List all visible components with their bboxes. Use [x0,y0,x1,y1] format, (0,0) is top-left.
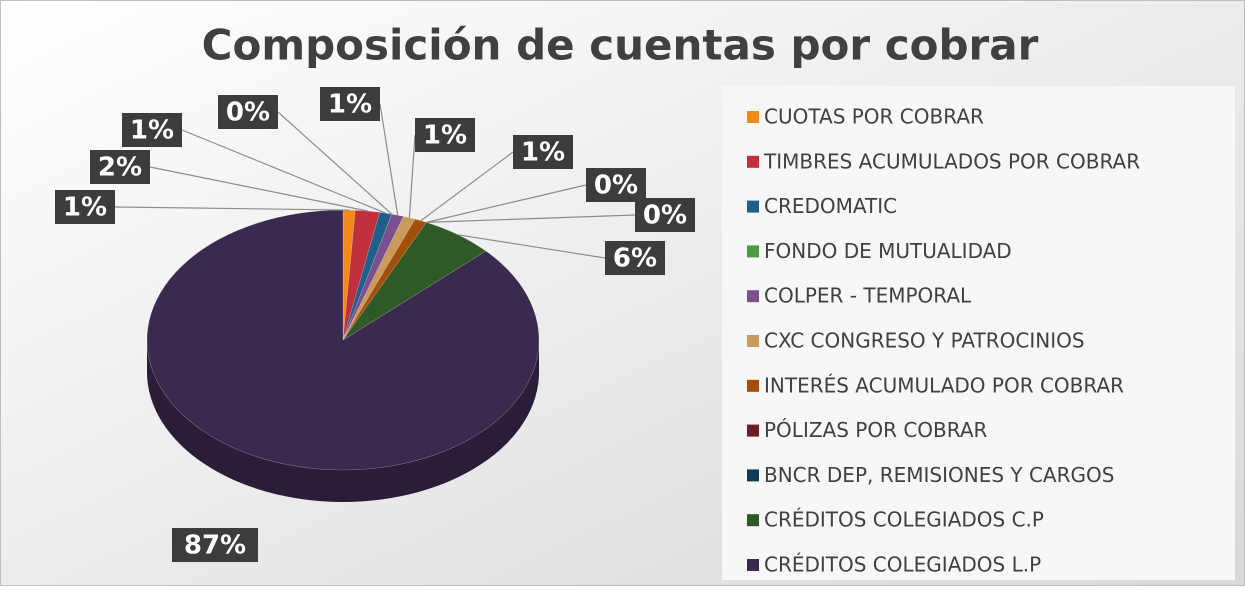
data-label-box [635,198,695,232]
leader-line [181,129,386,214]
data-label-box [90,150,150,184]
data-label: 0% [643,201,687,231]
data-label: 1% [130,116,174,146]
legend-label: COLPER - TEMPORAL [764,284,972,308]
data-label-box [513,135,573,169]
leader-line [408,134,416,218]
data-label: 6% [613,244,657,274]
legend-swatch [747,335,759,347]
data-label-box [586,168,646,202]
slice [342,213,404,341]
legend-box [722,86,1235,580]
legend-label: CXC CONGRESO Y PATROCINIOS [764,329,1085,353]
data-label-box [55,190,115,224]
slice [146,209,540,471]
legend-label: BNCR DEP, REMISIONES Y CARGOS [764,463,1114,487]
data-label: 0% [226,98,270,128]
legend-label: PÓLIZAS POR COBRAR [764,418,988,442]
leader-line [458,234,606,259]
legend-swatch [747,424,759,437]
legend-swatch [747,155,759,168]
data-label: 1% [423,121,467,151]
data-label-box [122,113,182,147]
legend-swatch [747,379,759,392]
leader-line [379,103,399,216]
legend-swatch [747,559,759,571]
legend-swatch [747,290,759,303]
leader-line [426,184,587,223]
data-label-box [605,241,665,275]
data-label-box [415,118,475,152]
legend-swatch [747,245,759,258]
legend-swatch [747,111,759,123]
chart-title: Composición de cuentas por cobrar [202,21,1039,70]
legend-label: CRÉDITOS COLEGIADOS L.P [764,553,1041,577]
legend-swatch [747,469,759,482]
data-label: 1% [521,138,565,168]
data-label: 0% [594,171,638,201]
legend-label: FONDO DE MUTUALIDAD [764,239,1012,263]
slice [342,209,381,341]
legend-label: TIMBRES ACUMULADOS POR COBRAR [763,149,1140,173]
data-label: 2% [98,153,142,183]
legend-swatch [747,514,759,527]
legend-label: CREDOMATIC [764,194,897,218]
data-label-box [172,528,258,562]
data-label-box [320,87,380,121]
legend-label: CUOTAS POR COBRAR [764,105,984,129]
data-label: 87% [184,531,246,561]
leader-line [114,206,350,211]
slice-side [147,340,539,502]
leader-line [149,166,368,212]
leader-line [277,111,393,215]
data-label-box [218,95,278,129]
legend-label: INTERÉS ACUMULADO POR COBRAR [764,373,1124,397]
slice [342,216,416,341]
leader-line [426,214,636,223]
legend-swatch [747,200,759,213]
data-label: 1% [328,90,372,120]
data-label: 1% [63,193,107,223]
legend-label: CRÉDITOS COLEGIADOS C.P [764,508,1044,532]
leader-line [420,151,514,222]
